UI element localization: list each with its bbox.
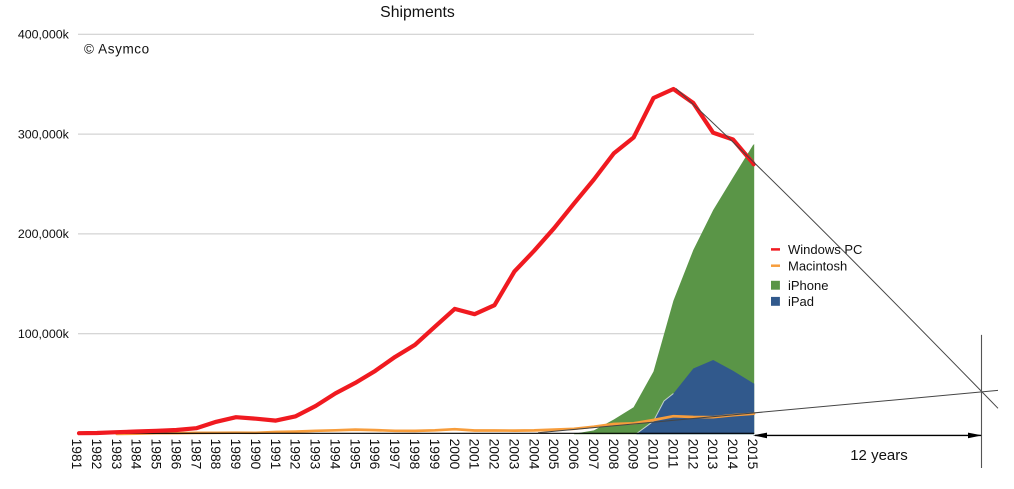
svg-text:1995: 1995: [347, 439, 362, 470]
svg-text:1982: 1982: [89, 439, 104, 470]
svg-text:100,000k: 100,000k: [18, 327, 70, 341]
svg-text:300,000k: 300,000k: [18, 127, 70, 141]
svg-text:2001: 2001: [467, 439, 482, 470]
svg-text:2005: 2005: [546, 439, 561, 470]
svg-text:1996: 1996: [367, 439, 382, 470]
svg-text:iPhone: iPhone: [788, 278, 828, 293]
svg-text:2007: 2007: [586, 439, 601, 470]
svg-text:2011: 2011: [665, 439, 680, 469]
svg-text:1987: 1987: [188, 439, 203, 470]
svg-text:© Asymco: © Asymco: [84, 41, 150, 56]
svg-text:1999: 1999: [427, 439, 442, 470]
svg-text:1994: 1994: [327, 439, 342, 470]
svg-text:1981: 1981: [69, 439, 84, 470]
svg-text:1989: 1989: [228, 439, 243, 470]
svg-text:12 years: 12 years: [850, 447, 908, 464]
svg-text:2006: 2006: [566, 439, 581, 470]
svg-text:2010: 2010: [646, 439, 661, 470]
svg-text:iPad: iPad: [788, 294, 814, 309]
svg-text:1988: 1988: [208, 439, 223, 470]
svg-text:2013: 2013: [705, 439, 720, 470]
svg-text:2000: 2000: [447, 439, 462, 470]
svg-text:1992: 1992: [288, 439, 303, 470]
svg-text:Shipments: Shipments: [380, 4, 455, 21]
svg-text:1990: 1990: [248, 439, 263, 470]
svg-text:1993: 1993: [308, 439, 323, 470]
svg-text:2014: 2014: [725, 439, 740, 470]
svg-text:Windows PC: Windows PC: [788, 242, 862, 257]
svg-text:2004: 2004: [526, 439, 541, 470]
svg-text:2002: 2002: [487, 439, 502, 470]
svg-text:1998: 1998: [407, 439, 422, 470]
svg-text:1997: 1997: [387, 439, 402, 470]
svg-text:2012: 2012: [685, 439, 700, 470]
svg-text:2003: 2003: [506, 439, 521, 470]
svg-text:200,000k: 200,000k: [18, 227, 70, 241]
svg-text:2008: 2008: [606, 439, 621, 470]
svg-text:2015: 2015: [745, 439, 760, 470]
svg-text:2009: 2009: [626, 439, 641, 470]
svg-text:1991: 1991: [268, 439, 283, 470]
svg-text:1985: 1985: [149, 439, 164, 470]
svg-text:400,000k: 400,000k: [18, 28, 70, 42]
svg-text:Macintosh: Macintosh: [788, 258, 847, 273]
svg-text:1986: 1986: [168, 439, 183, 470]
svg-text:1983: 1983: [109, 439, 124, 470]
svg-text:1984: 1984: [129, 439, 144, 470]
